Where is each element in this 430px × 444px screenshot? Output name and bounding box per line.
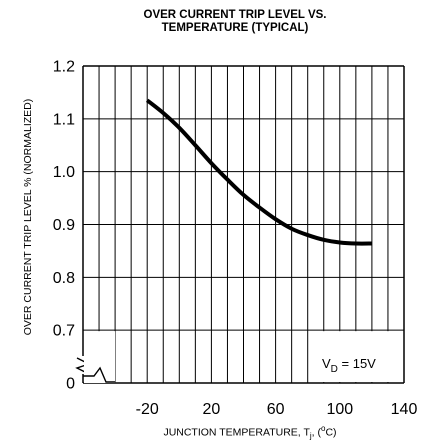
series-line-trip-level	[145, 98, 372, 246]
y-tick-label: 0	[66, 376, 75, 393]
y-tick-label: 1.1	[53, 111, 75, 128]
x-tick-label: 100	[326, 401, 353, 418]
annotation-label: VD = 15V	[322, 356, 376, 375]
axis-break-mark-left	[75, 357, 91, 375]
y-tick-label: 0.9	[53, 217, 75, 234]
y-tick-label: 0.7	[53, 323, 75, 340]
x-tick-label: -20	[136, 401, 159, 418]
chart-title-line1: OVER CURRENT TRIP LEVEL VS.	[143, 9, 327, 21]
annotation-box	[313, 331, 403, 382]
y-tick-label: 0.8	[53, 270, 75, 287]
x-axis-label-mid: , (	[311, 426, 321, 439]
x-tick-label: 20	[203, 401, 221, 418]
x-axis-label-subscript: j	[309, 431, 312, 441]
axis-break-mask-bottom	[84, 331, 116, 383]
y-tick-label: 1.2	[53, 59, 75, 76]
chart-title-line2: TEMPERATURE (TYPICAL)	[161, 22, 309, 34]
y-tick-label: 1.0	[53, 164, 75, 181]
x-tick-label: 140	[391, 401, 418, 418]
x-axis-label: JUNCTION TEMPERATURE, Tj, (oC)	[120, 422, 380, 444]
axis-break-mark-bottom	[83, 366, 116, 383]
x-axis-label-superscript: o	[321, 424, 326, 433]
x-axis-label-main: JUNCTION TEMPERATURE, T	[163, 426, 310, 439]
x-tick-label: 60	[267, 401, 285, 418]
x-axis-label-end: C)	[325, 426, 337, 439]
